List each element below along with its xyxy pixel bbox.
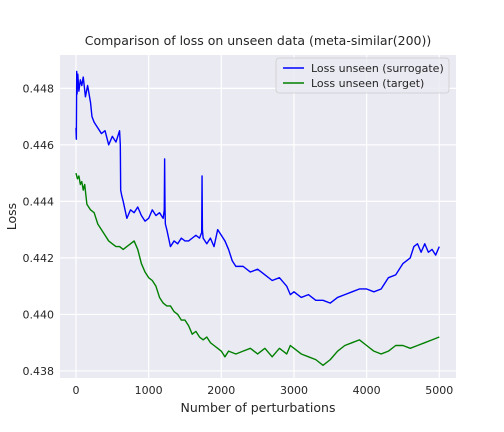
y-tick-label: 0.442 [23,252,55,265]
y-tick-label: 0.444 [23,195,55,208]
tick-labels: 0 1000 2000 3000 4000 5000 0.438 0.440 0.442 0.44… [23,82,454,397]
x-tick-label: 5000 [425,384,453,397]
y-tick-label: 0.438 [23,365,55,378]
x-tick-label: 2000 [207,384,235,397]
x-axis-label: Number of perturbations [181,400,336,415]
y-tick-label: 0.440 [23,308,55,321]
series-line-target [75,172,440,366]
chart-title: Comparison of loss on unseen data (meta-… [85,33,431,48]
x-tick-label: 4000 [353,384,381,397]
series-lines [75,70,440,366]
legend-frame [275,57,450,94]
x-tick-label: 1000 [135,384,163,397]
grid-lines [60,55,456,378]
legend-entry-label: Loss unseen (surrogate) [311,62,444,75]
x-tick-label: 0 [72,384,79,397]
y-axis-label: Loss [4,203,19,230]
x-tick-label: 3000 [280,384,308,397]
plot-background [60,55,456,378]
series-line-surrogate [75,70,440,304]
y-tick-label: 0.448 [23,82,55,95]
legend-entry-label: Loss unseen (target) [311,77,424,90]
y-tick-label: 0.446 [23,139,55,152]
legend: Loss unseen (surrogate) Loss unseen (targ… [275,57,450,94]
